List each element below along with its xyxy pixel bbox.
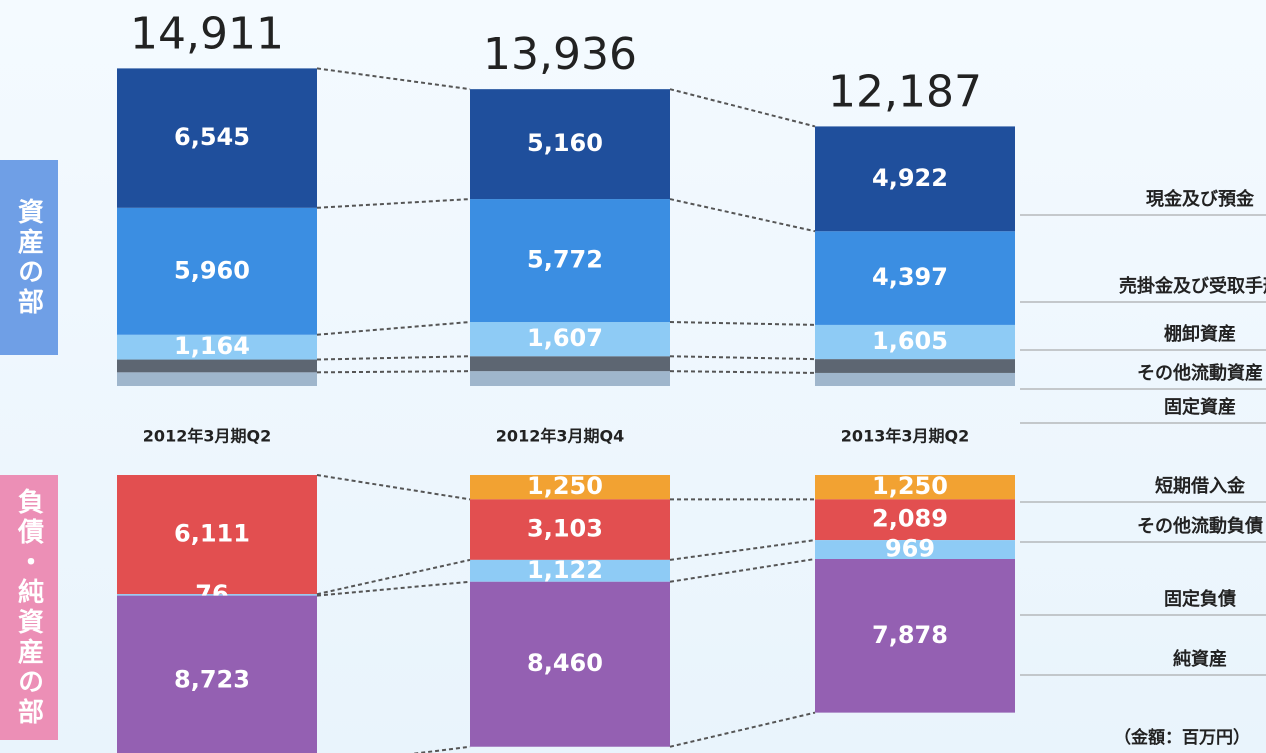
bar-segment	[815, 540, 1015, 560]
connector	[669, 88, 816, 128]
total-label: 14,911	[130, 8, 284, 59]
connector	[669, 539, 816, 561]
section-label: 負債・純資産の部	[0, 475, 58, 740]
bar-segment	[470, 581, 670, 747]
data-label: 4,922	[872, 164, 948, 192]
connector	[316, 474, 471, 501]
connector	[669, 370, 816, 374]
total-label: 13,936	[483, 29, 637, 80]
data-label: 5,160	[527, 129, 603, 157]
connector	[669, 355, 816, 361]
data-label: 6,545	[174, 123, 250, 151]
data-label: 1,607	[527, 324, 603, 352]
bar-segment	[117, 475, 317, 595]
connector	[316, 580, 471, 597]
bar-segment	[117, 372, 317, 386]
connector	[316, 198, 471, 209]
data-label: 4,397	[872, 263, 948, 291]
bar-segment	[117, 334, 317, 360]
bar-segment	[470, 356, 670, 372]
section-label: 資産の部	[0, 160, 58, 355]
data-label: 5,772	[527, 246, 603, 274]
bar-segment	[117, 207, 317, 335]
category-label: 2012年3月期Q4	[496, 427, 624, 446]
data-label: 1,250	[872, 472, 948, 500]
data-label: 1,250	[527, 472, 603, 500]
category-label: 2012年3月期Q2	[143, 427, 271, 446]
bar-segment	[815, 324, 1015, 360]
connector	[669, 321, 816, 326]
bar-segment	[117, 359, 317, 373]
connector	[669, 198, 816, 233]
data-label: 1,122	[527, 556, 603, 584]
connector	[316, 67, 471, 91]
unit-label: （金額：百万円）	[1114, 727, 1250, 748]
data-label: 1,605	[872, 327, 948, 355]
legend-label: その他流動資産	[1137, 362, 1263, 384]
bar-segment	[815, 372, 1015, 386]
connector	[669, 558, 816, 583]
bar-segment	[815, 231, 1015, 325]
bar-segment	[117, 595, 317, 753]
connector	[316, 370, 471, 374]
legend-label: 短期借入金	[1155, 475, 1246, 497]
bar-segment	[117, 68, 317, 208]
legend-label: 純資産	[1173, 648, 1227, 670]
bar-segment	[470, 322, 670, 357]
data-label: 8,460	[527, 649, 603, 677]
connector	[411, 745, 471, 753]
data-label: 7,878	[872, 621, 948, 649]
bar-segment	[470, 199, 670, 323]
bar-segment	[815, 475, 1015, 500]
legend-label: 売掛金及び受取手形	[1119, 275, 1266, 297]
data-label: 969	[885, 535, 935, 563]
legend-label: 現金及び預金	[1146, 188, 1255, 210]
data-label: 3,103	[527, 515, 603, 543]
bar-segment	[815, 126, 1015, 232]
category-label: 2013年3月期Q2	[841, 427, 969, 446]
bar-segment	[470, 499, 670, 560]
data-label: 2,089	[872, 505, 948, 533]
bar-segment	[815, 499, 1015, 541]
legend-label: 固定負債	[1164, 588, 1236, 610]
connector	[316, 355, 471, 361]
data-label: 8,723	[174, 666, 250, 694]
legend-label: 固定資産	[1164, 396, 1236, 418]
total-label: 12,187	[828, 66, 982, 117]
connector	[316, 558, 471, 596]
bar-segment	[117, 594, 317, 596]
bar-segment	[815, 359, 1015, 373]
bar-segment	[470, 559, 670, 582]
bar-segment	[470, 89, 670, 200]
bar-segment	[470, 371, 670, 386]
data-label: 6,111	[174, 520, 250, 548]
bar-segment	[815, 559, 1015, 713]
data-label: 1,164	[174, 332, 250, 360]
connector	[669, 711, 816, 748]
data-label: 5,960	[174, 256, 250, 284]
bar-segment	[470, 475, 670, 500]
connector	[316, 321, 471, 336]
legend-label: 棚卸資産	[1164, 323, 1236, 345]
legend-label: その他流動負債	[1137, 515, 1263, 537]
